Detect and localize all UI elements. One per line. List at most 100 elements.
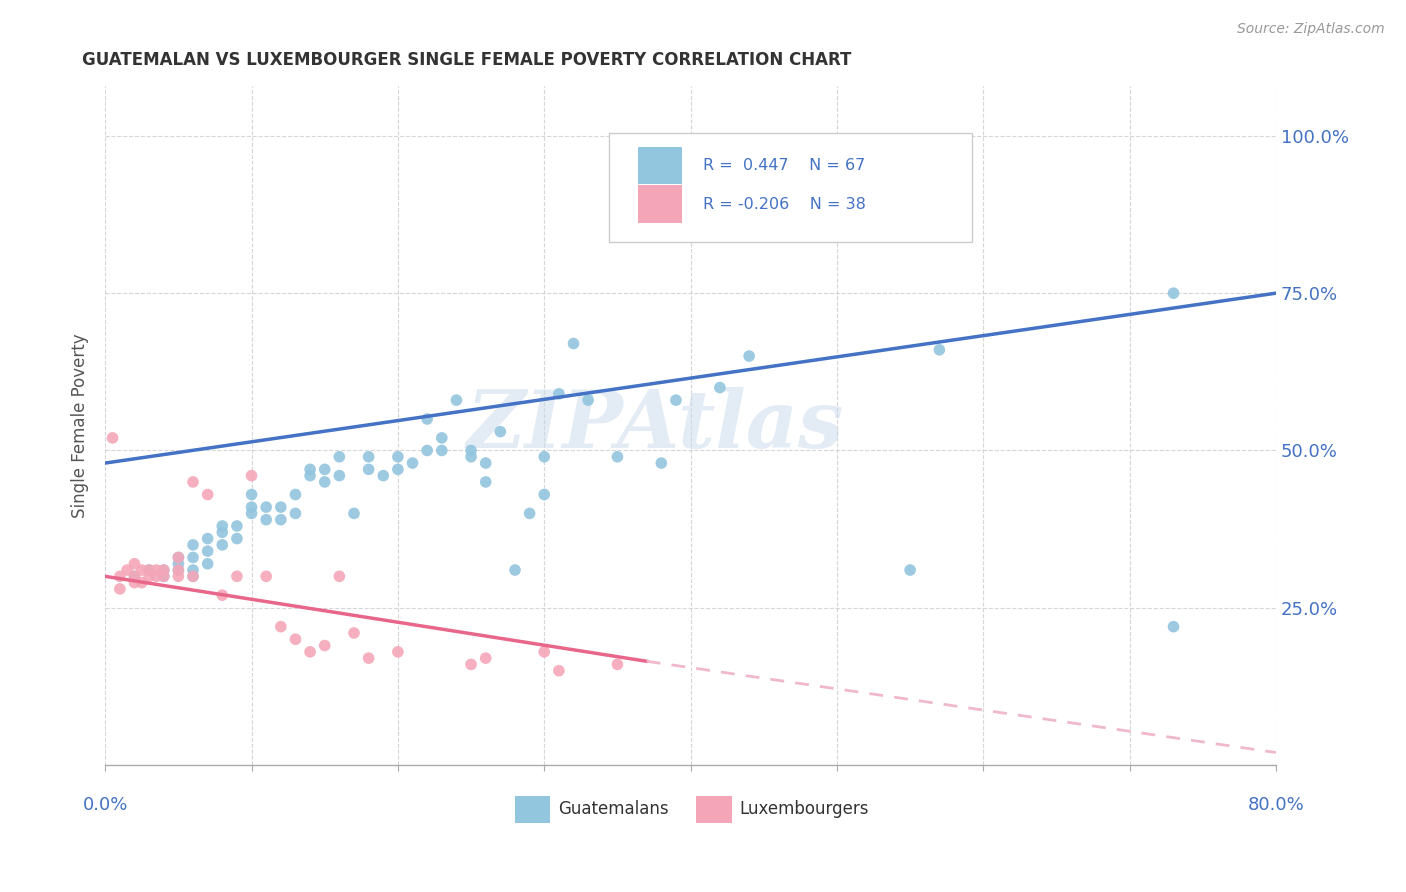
FancyBboxPatch shape bbox=[609, 133, 972, 242]
Point bbox=[606, 657, 628, 672]
Text: ZIPAtlas: ZIPAtlas bbox=[467, 386, 844, 464]
Text: R =  0.447    N = 67: R = 0.447 N = 67 bbox=[703, 158, 866, 173]
Point bbox=[226, 532, 249, 546]
Point bbox=[299, 462, 322, 476]
Point bbox=[167, 557, 190, 571]
Bar bbox=[638, 186, 682, 223]
Point bbox=[211, 519, 233, 533]
Point bbox=[131, 563, 153, 577]
Point bbox=[167, 563, 190, 577]
Text: 0.0%: 0.0% bbox=[83, 796, 128, 814]
Point bbox=[299, 645, 322, 659]
Point bbox=[328, 450, 350, 464]
Point bbox=[240, 468, 263, 483]
Point bbox=[181, 550, 204, 565]
Point bbox=[474, 651, 496, 665]
Point bbox=[314, 475, 336, 489]
Point bbox=[416, 443, 439, 458]
Point bbox=[145, 569, 167, 583]
Point bbox=[240, 507, 263, 521]
Point bbox=[197, 532, 219, 546]
Point bbox=[152, 563, 174, 577]
Y-axis label: Single Female Poverty: Single Female Poverty bbox=[72, 333, 89, 517]
Point bbox=[108, 569, 131, 583]
Point bbox=[181, 569, 204, 583]
Point bbox=[533, 450, 555, 464]
Point bbox=[533, 645, 555, 659]
Point bbox=[124, 569, 146, 583]
Point bbox=[373, 468, 395, 483]
Point bbox=[314, 462, 336, 476]
Point bbox=[211, 525, 233, 540]
Point bbox=[387, 462, 409, 476]
Bar bbox=[638, 146, 682, 184]
Point bbox=[1163, 620, 1185, 634]
Text: Luxembourgers: Luxembourgers bbox=[740, 800, 869, 818]
Point bbox=[138, 563, 160, 577]
Point bbox=[284, 487, 307, 501]
Point bbox=[124, 557, 146, 571]
Point bbox=[167, 550, 190, 565]
Point bbox=[416, 412, 439, 426]
Point bbox=[709, 380, 731, 394]
Point bbox=[738, 349, 761, 363]
Point bbox=[430, 431, 453, 445]
Text: GUATEMALAN VS LUXEMBOURGER SINGLE FEMALE POVERTY CORRELATION CHART: GUATEMALAN VS LUXEMBOURGER SINGLE FEMALE… bbox=[82, 51, 851, 69]
Point bbox=[211, 588, 233, 602]
Point bbox=[460, 657, 482, 672]
Point bbox=[357, 450, 380, 464]
Point bbox=[181, 569, 204, 583]
Bar bbox=[696, 796, 731, 822]
Point bbox=[270, 513, 292, 527]
Point bbox=[562, 336, 585, 351]
Point bbox=[387, 450, 409, 464]
Point bbox=[314, 639, 336, 653]
Point bbox=[152, 569, 174, 583]
Point bbox=[240, 500, 263, 515]
Point bbox=[167, 550, 190, 565]
Point bbox=[547, 387, 569, 401]
Point bbox=[357, 651, 380, 665]
Point bbox=[576, 393, 599, 408]
Point bbox=[533, 487, 555, 501]
Point bbox=[606, 450, 628, 464]
Point bbox=[401, 456, 423, 470]
Point bbox=[430, 443, 453, 458]
Point bbox=[197, 557, 219, 571]
Point bbox=[101, 431, 124, 445]
Point bbox=[138, 569, 160, 583]
Point bbox=[197, 544, 219, 558]
Point bbox=[284, 632, 307, 647]
Point bbox=[328, 468, 350, 483]
Point bbox=[138, 563, 160, 577]
Text: 80.0%: 80.0% bbox=[1247, 796, 1305, 814]
Point bbox=[489, 425, 512, 439]
Point bbox=[650, 456, 672, 470]
Point bbox=[181, 563, 204, 577]
Point bbox=[115, 563, 138, 577]
Point bbox=[387, 645, 409, 659]
Point bbox=[665, 393, 688, 408]
Text: Guatemalans: Guatemalans bbox=[558, 800, 669, 818]
Point bbox=[240, 487, 263, 501]
Point bbox=[167, 563, 190, 577]
Point bbox=[167, 569, 190, 583]
Point bbox=[152, 569, 174, 583]
Point bbox=[460, 450, 482, 464]
Point bbox=[254, 569, 277, 583]
Point bbox=[108, 582, 131, 596]
Point bbox=[343, 626, 366, 640]
Point bbox=[519, 507, 541, 521]
Point bbox=[270, 500, 292, 515]
Point bbox=[152, 563, 174, 577]
Point bbox=[503, 563, 526, 577]
Point bbox=[460, 443, 482, 458]
Point bbox=[343, 507, 366, 521]
Point bbox=[928, 343, 950, 357]
Point bbox=[270, 620, 292, 634]
Point bbox=[547, 664, 569, 678]
Text: R = -0.206    N = 38: R = -0.206 N = 38 bbox=[703, 196, 866, 211]
Point bbox=[124, 575, 146, 590]
Point bbox=[474, 475, 496, 489]
Point bbox=[254, 500, 277, 515]
